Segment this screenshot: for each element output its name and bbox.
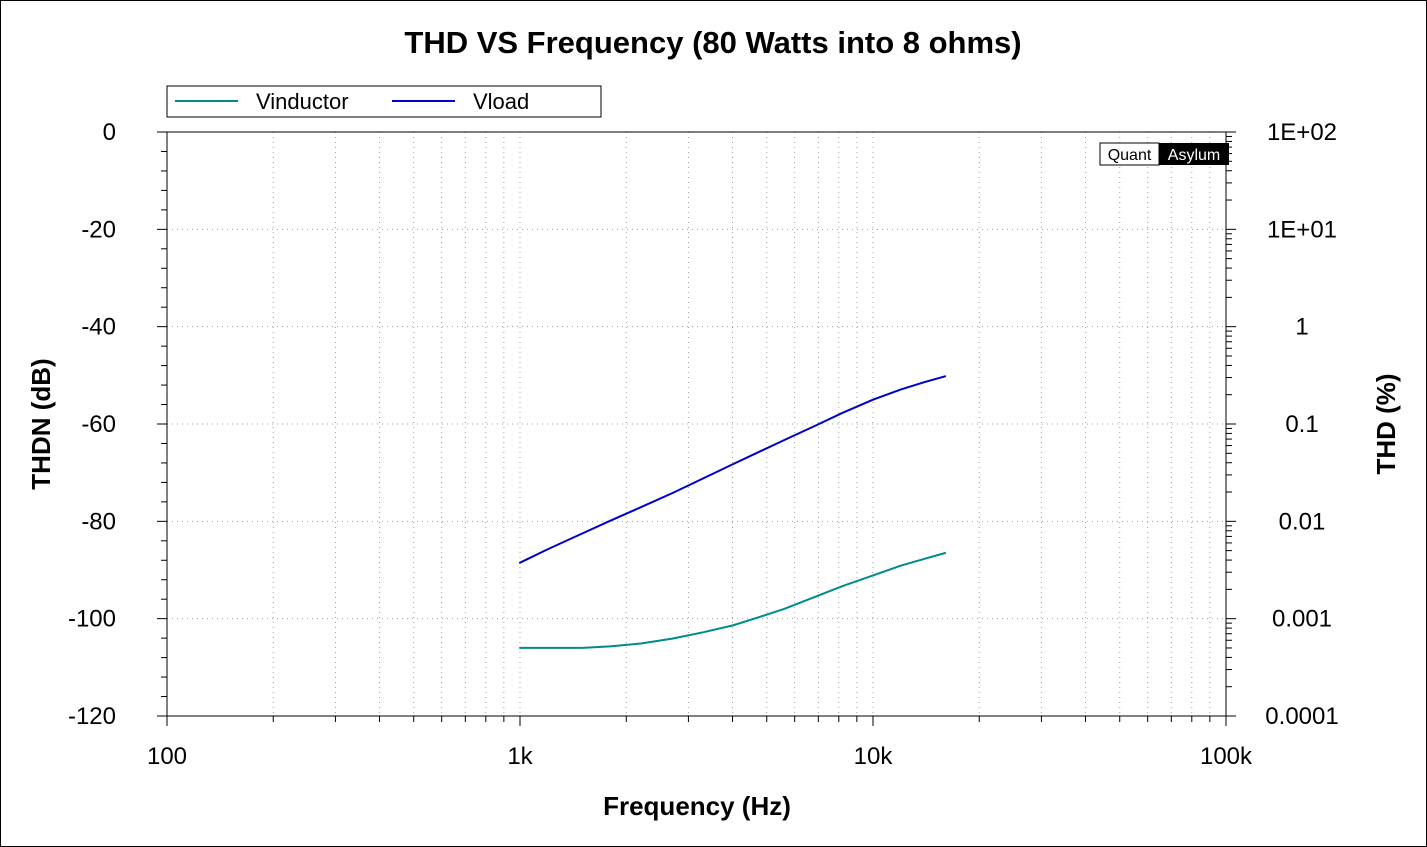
legend-label-vinductor: Vinductor [256, 89, 349, 114]
y2-tick-label: 0.001 [1272, 606, 1332, 633]
y2-tick-label: 1E+01 [1267, 216, 1337, 243]
y-tick-label: -100 [68, 606, 116, 633]
axis-ticks [157, 131, 1236, 726]
series-lines [519, 375, 947, 649]
chart-title: THD VS Frequency (80 Watts into 8 ohms) [404, 25, 1021, 60]
y-tick-label: -20 [81, 216, 116, 243]
x-tick-label: 100k [1200, 743, 1253, 770]
y-tick-label: -40 [81, 314, 116, 341]
watermark-right-box [1159, 143, 1229, 165]
legend: Vinductor Vload [166, 85, 602, 118]
watermark: Quant Asylum [1099, 142, 1229, 166]
x-tick-labels: 100 1k 10k 100k [147, 743, 1253, 770]
y2-axis-label: THD (%) [1371, 373, 1401, 474]
watermark-left-text: Quant [1108, 147, 1152, 164]
y2-tick-label: 1 [1295, 314, 1308, 341]
series-line-vload [519, 375, 947, 564]
y-axis-label: THDN (dB) [26, 358, 56, 489]
y2-tick-labels: 1E+02 1E+01 1 0.1 0.01 0.001 0.0001 [1265, 119, 1338, 730]
y-tick-label: -80 [81, 508, 116, 535]
y-tick-labels: 0 -20 -40 -60 -80 -100 -120 [68, 119, 116, 730]
series-line-vinductor [519, 552, 947, 649]
y2-tick-label: 0.1 [1285, 411, 1318, 438]
x-tick-label: 1k [507, 743, 533, 770]
x-axis-label: Frequency (Hz) [603, 791, 791, 821]
y-tick-label: -60 [81, 411, 116, 438]
plot-frame [166, 131, 1227, 717]
y2-tick-label: 0.0001 [1265, 703, 1338, 730]
y2-tick-label: 0.01 [1279, 508, 1326, 535]
y-tick-label: 0 [103, 119, 116, 146]
legend-box [166, 85, 602, 118]
x-tick-label: 10k [854, 743, 894, 770]
y-tick-label: -120 [68, 703, 116, 730]
legend-label-vload: Vload [473, 89, 529, 114]
x-tick-label: 100 [147, 743, 187, 770]
watermark-right-text: Asylum [1168, 147, 1220, 164]
y2-tick-label: 1E+02 [1267, 119, 1337, 146]
